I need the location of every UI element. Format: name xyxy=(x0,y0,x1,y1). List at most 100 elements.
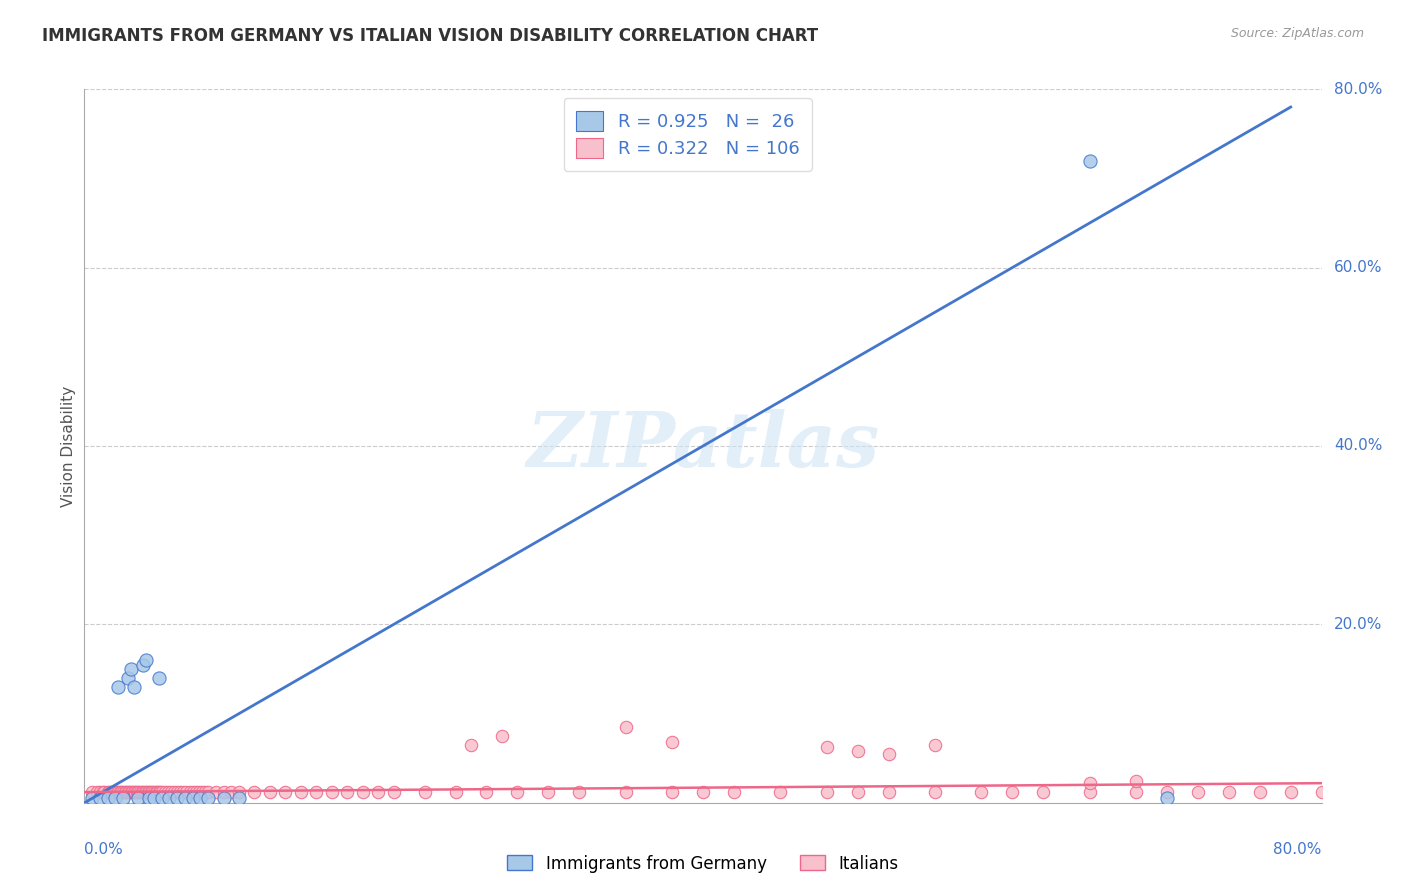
Point xyxy=(141,785,163,799)
Text: 80.0%: 80.0% xyxy=(1334,82,1382,96)
Point xyxy=(105,785,128,799)
Point xyxy=(815,740,838,755)
Point xyxy=(86,785,108,799)
Legend: Immigrants from Germany, Italians: Immigrants from Germany, Italians xyxy=(501,848,905,880)
Point xyxy=(1078,153,1101,168)
Point xyxy=(149,785,172,799)
Point xyxy=(153,785,176,799)
Point xyxy=(148,785,170,799)
Point xyxy=(179,785,201,799)
Point xyxy=(145,785,167,799)
Point xyxy=(846,785,869,799)
Point xyxy=(723,785,745,799)
Point xyxy=(139,785,162,799)
Point xyxy=(184,785,207,799)
Point xyxy=(146,785,169,799)
Point xyxy=(305,785,328,799)
Point xyxy=(877,785,900,799)
Point xyxy=(259,785,281,799)
Point xyxy=(537,785,560,799)
Point xyxy=(212,791,235,805)
Text: 40.0%: 40.0% xyxy=(1334,439,1382,453)
Point xyxy=(115,785,138,799)
Point xyxy=(104,785,127,799)
Point xyxy=(156,785,179,799)
Point xyxy=(93,785,115,799)
Point xyxy=(112,791,135,805)
Point xyxy=(188,791,211,805)
Text: ZIPatlas: ZIPatlas xyxy=(526,409,880,483)
Point xyxy=(1310,785,1333,799)
Point xyxy=(135,785,157,799)
Point xyxy=(924,738,946,752)
Point xyxy=(98,785,121,799)
Point xyxy=(367,785,389,799)
Point xyxy=(117,785,139,799)
Text: IMMIGRANTS FROM GERMANY VS ITALIAN VISION DISABILITY CORRELATION CHART: IMMIGRANTS FROM GERMANY VS ITALIAN VISIO… xyxy=(42,27,818,45)
Point xyxy=(169,785,191,799)
Point xyxy=(122,680,145,694)
Point xyxy=(181,785,204,799)
Point xyxy=(243,785,266,799)
Point xyxy=(125,785,148,799)
Point xyxy=(228,785,250,799)
Point xyxy=(121,785,143,799)
Point xyxy=(174,791,197,805)
Point xyxy=(444,785,467,799)
Point xyxy=(176,785,198,799)
Point xyxy=(769,785,792,799)
Point xyxy=(143,785,166,799)
Point xyxy=(197,785,219,799)
Point xyxy=(1279,785,1302,799)
Point xyxy=(150,791,173,805)
Point xyxy=(475,785,498,799)
Point xyxy=(274,785,297,799)
Point xyxy=(82,791,104,805)
Text: Source: ZipAtlas.com: Source: ZipAtlas.com xyxy=(1230,27,1364,40)
Point xyxy=(166,785,188,799)
Point xyxy=(82,785,104,799)
Point xyxy=(104,791,127,805)
Point xyxy=(127,785,149,799)
Point xyxy=(132,785,155,799)
Point xyxy=(1078,785,1101,799)
Point xyxy=(112,785,135,799)
Point xyxy=(107,680,129,694)
Point xyxy=(1218,785,1240,799)
Point xyxy=(124,785,146,799)
Point xyxy=(205,785,228,799)
Point xyxy=(336,785,359,799)
Point xyxy=(138,791,160,805)
Point xyxy=(1125,773,1147,788)
Point xyxy=(127,791,149,805)
Point xyxy=(197,791,219,805)
Point xyxy=(815,785,838,799)
Point xyxy=(228,791,250,805)
Point xyxy=(491,729,513,743)
Point xyxy=(181,791,204,805)
Point xyxy=(131,785,153,799)
Text: 0.0%: 0.0% xyxy=(84,842,124,857)
Point xyxy=(191,785,214,799)
Point xyxy=(160,785,183,799)
Legend: R = 0.925   N =  26, R = 0.322   N = 106: R = 0.925 N = 26, R = 0.322 N = 106 xyxy=(564,98,813,170)
Point xyxy=(1032,785,1054,799)
Point xyxy=(118,785,141,799)
Point xyxy=(107,785,129,799)
Point xyxy=(1187,785,1209,799)
Point xyxy=(413,785,436,799)
Point xyxy=(143,791,166,805)
Point xyxy=(132,657,155,672)
Point xyxy=(1125,785,1147,799)
Y-axis label: Vision Disability: Vision Disability xyxy=(60,385,76,507)
Point xyxy=(568,785,591,799)
Text: 60.0%: 60.0% xyxy=(1334,260,1382,275)
Point xyxy=(134,785,156,799)
Point xyxy=(108,785,131,799)
Text: 80.0%: 80.0% xyxy=(1274,842,1322,857)
Text: 20.0%: 20.0% xyxy=(1334,617,1382,632)
Point xyxy=(172,785,194,799)
Point xyxy=(91,785,114,799)
Point xyxy=(194,785,217,799)
Point xyxy=(150,785,173,799)
